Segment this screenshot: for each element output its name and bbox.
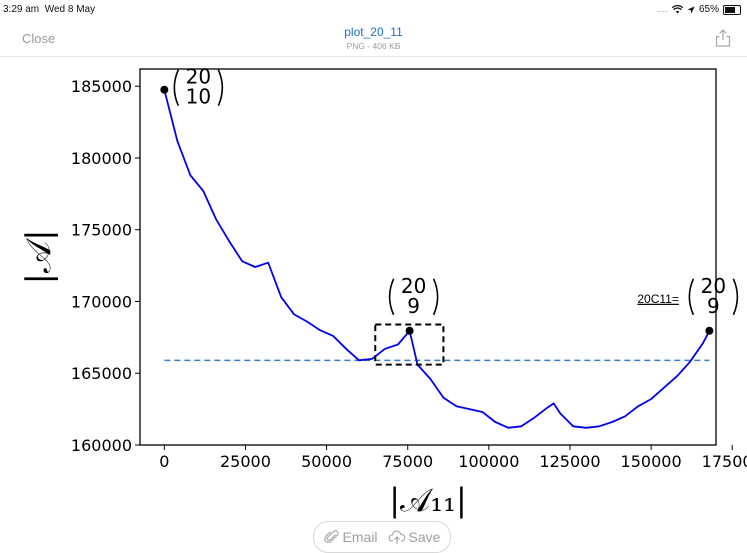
y-tick-label: 165000 [71, 364, 132, 383]
close-button[interactable]: Close [22, 31, 56, 46]
highlight-box [374, 323, 445, 366]
x-tick-label: 150000 [621, 452, 682, 471]
x-tick-label: 100000 [458, 452, 519, 471]
status-clock: 3:29 am Wed 8 May [3, 4, 95, 15]
data-point [705, 326, 714, 335]
email-label: Email [342, 529, 378, 545]
status-date: Wed 8 May [44, 4, 96, 15]
data-point [160, 85, 169, 94]
save-label: Save [408, 529, 441, 545]
plot-frame [139, 68, 717, 446]
data-point [405, 326, 414, 335]
signal-dots: .... [656, 4, 668, 15]
file-subtitle: PNG - 406 KB [346, 41, 401, 51]
binomial-bottom: 10 [186, 85, 211, 109]
binomial-bottom: 9 [407, 294, 420, 318]
right-paren [432, 278, 439, 316]
x-tick-label: 25000 [220, 452, 271, 471]
cloud-upload-icon [388, 530, 405, 544]
status-bar: 3:29 am Wed 8 May .... 65% [0, 0, 747, 20]
y-tick-label: 160000 [71, 436, 132, 455]
status-time: 3:29 am [3, 4, 40, 15]
right-paren [217, 69, 224, 107]
share-button[interactable] [713, 28, 733, 51]
left-paren [173, 69, 180, 107]
left-paren [688, 278, 695, 316]
y-tick-label: 180000 [71, 149, 132, 168]
binomial-top: 20 [186, 65, 211, 89]
share-icon [715, 29, 731, 47]
binomial-label: 209 [688, 274, 739, 318]
x-tick-label: 0 [159, 452, 169, 471]
binomial-top: 20 [401, 274, 426, 298]
x-axis-label: |𝒜₁₁| [389, 481, 467, 519]
status-indicators: .... 65% [657, 4, 741, 15]
chart: 0 25000 50000 75000 100000 125000 150000 175000… [19, 65, 747, 519]
y-tick-label: 185000 [71, 77, 132, 96]
location-arrow-icon [687, 6, 695, 13]
binomial-label: 209 [388, 274, 439, 318]
wifi-icon [671, 5, 683, 14]
file-title: plot_20_11 [344, 25, 403, 39]
series-line [163, 89, 711, 429]
binomial-bottom: 9 [707, 294, 720, 318]
y-axis-label: |𝒜| [19, 229, 59, 284]
email-button[interactable]: Email [323, 529, 378, 545]
battery-icon [723, 4, 741, 15]
y-tick-label: 170000 [71, 292, 132, 311]
save-button[interactable]: Save [388, 529, 441, 545]
x-tick-label: 50000 [301, 452, 352, 471]
action-bar: Email Save [313, 521, 451, 553]
annotation-text: 20C11= [637, 292, 678, 306]
battery-percent: 65% [698, 4, 719, 15]
paperclip-icon [323, 530, 339, 544]
x-tick-label: 75000 [382, 452, 433, 471]
nav-bar: Close plot_20_11 PNG - 406 KB [0, 20, 747, 57]
binomial-top: 20 [701, 274, 726, 298]
image-viewer[interactable]: 0 25000 50000 75000 100000 125000 150000 175000… [0, 57, 747, 525]
x-tick-label: 175000 [702, 452, 747, 471]
right-paren [732, 278, 739, 316]
y-tick-label: 175000 [71, 221, 132, 240]
left-paren [388, 278, 395, 316]
x-tick-label: 125000 [539, 452, 600, 471]
